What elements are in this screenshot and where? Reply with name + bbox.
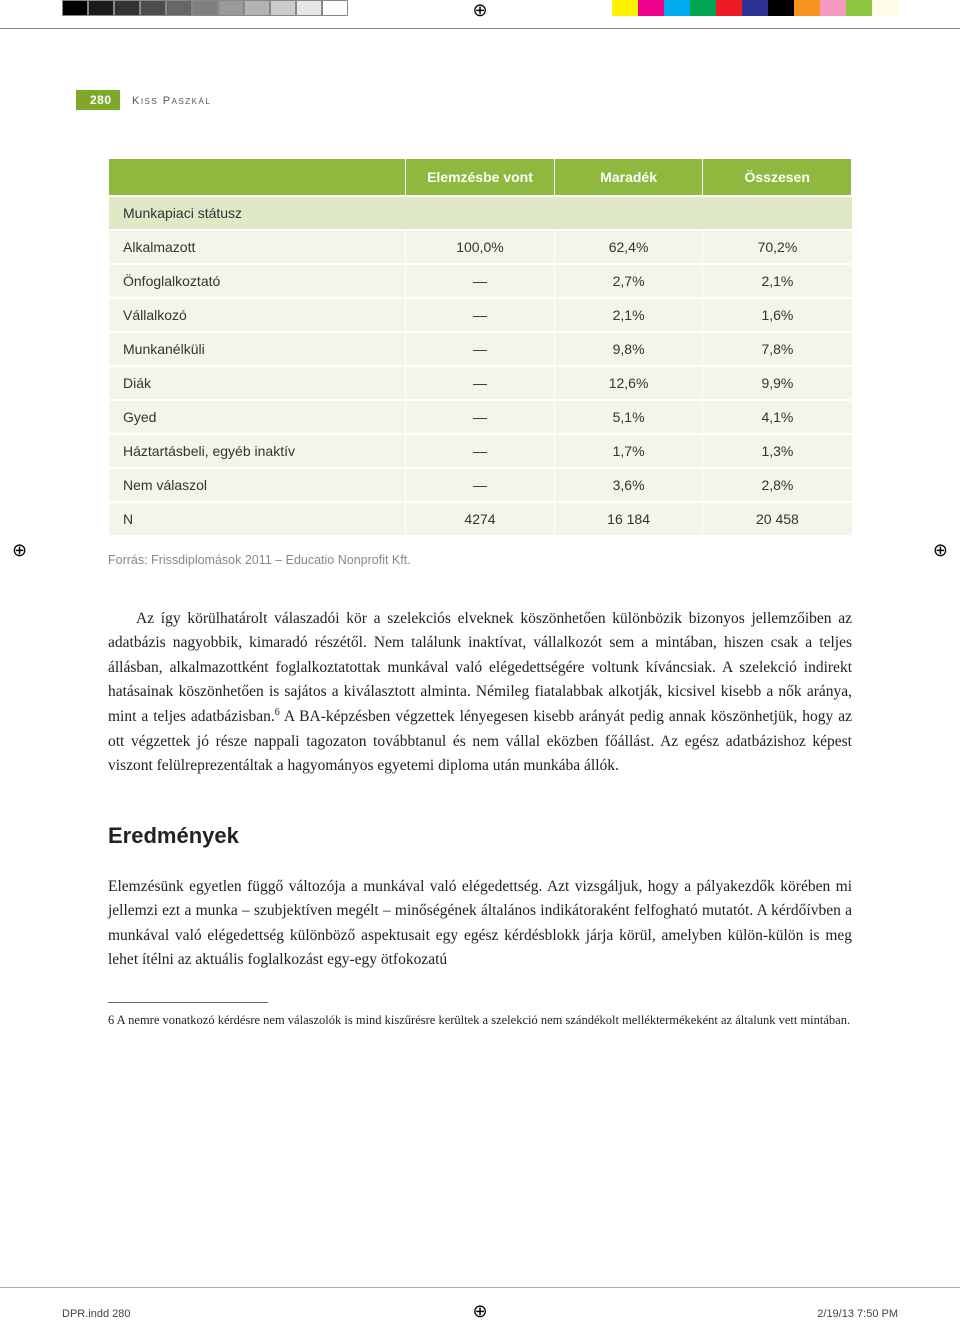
- running-head: 280 Kiss Paszkál: [108, 92, 852, 116]
- calib-square: [612, 0, 638, 16]
- table-cell: 1,6%: [703, 298, 852, 332]
- calib-square: [664, 0, 690, 16]
- body-paragraph-1: Az így körülhatárolt válaszadói kör a sz…: [108, 607, 852, 779]
- table-row: N427416 18420 458: [109, 502, 852, 535]
- table-cell: 2,1%: [554, 298, 703, 332]
- calib-square: [218, 0, 244, 16]
- table-row: Háztartásbeli, egyéb inaktív—1,7%1,3%: [109, 434, 852, 468]
- labor-status-table: Elemzésbe vontMaradékÖsszesen Munkapiaci…: [108, 158, 852, 535]
- table-row: Munkanélküli—9,8%7,8%: [109, 332, 852, 366]
- table-cell: —: [406, 434, 555, 468]
- table-header-cell: Összesen: [703, 159, 852, 197]
- table-cell: 7,8%: [703, 332, 852, 366]
- footnote-6: 6 A nemre vonatkozó kérdésre nem válaszo…: [108, 1011, 852, 1029]
- table-cell: Háztartásbeli, egyéb inaktív: [109, 434, 406, 468]
- table-row: Gyed—5,1%4,1%: [109, 400, 852, 434]
- indesign-slug-left: DPR.indd 280: [62, 1308, 131, 1320]
- table-body: Munkapiaci státuszAlkalmazott100,0%62,4%…: [109, 196, 852, 535]
- calib-square: [768, 0, 794, 16]
- running-head-author: Kiss Paszkál: [132, 95, 211, 107]
- table-cell: 9,8%: [554, 332, 703, 366]
- table-cell: 12,6%: [554, 366, 703, 400]
- calib-square: [166, 0, 192, 16]
- table-section-label: Munkapiaci státusz: [109, 196, 852, 230]
- table-cell: —: [406, 264, 555, 298]
- table-cell: 2,7%: [554, 264, 703, 298]
- table-cell: 1,7%: [554, 434, 703, 468]
- table-cell: N: [109, 502, 406, 535]
- calib-square: [638, 0, 664, 16]
- table-cell: Diák: [109, 366, 406, 400]
- calib-square: [872, 0, 898, 16]
- calib-square: [742, 0, 768, 16]
- calib-square: [690, 0, 716, 16]
- table-cell: Alkalmazott: [109, 230, 406, 264]
- table-row: Önfoglalkoztató—2,7%2,1%: [109, 264, 852, 298]
- calib-square: [114, 0, 140, 16]
- calib-square: [140, 0, 166, 16]
- table-cell: 3,6%: [554, 468, 703, 502]
- table-cell: Nem válaszol: [109, 468, 406, 502]
- table-cell: 100,0%: [406, 230, 555, 264]
- calib-square: [62, 0, 88, 16]
- registration-mark-top-icon: ⊕: [472, 0, 487, 21]
- calib-square: [820, 0, 846, 16]
- table-cell: —: [406, 332, 555, 366]
- table-cell: 62,4%: [554, 230, 703, 264]
- table-header-row: Elemzésbe vontMaradékÖsszesen: [109, 159, 852, 197]
- gray-calibration-squares: [62, 0, 348, 16]
- table-cell: 2,1%: [703, 264, 852, 298]
- table-row: Nem válaszol—3,6%2,8%: [109, 468, 852, 502]
- indesign-slug-right: 2/19/13 7:50 PM: [817, 1308, 898, 1320]
- calib-square: [192, 0, 218, 16]
- page-number-badge: 280: [76, 90, 120, 110]
- table-cell: —: [406, 298, 555, 332]
- calib-square: [322, 0, 348, 16]
- page-footer-print-meta: DPR.indd 280 ⊕ 2/19/13 7:50 PM: [0, 1286, 960, 1334]
- color-calibration-squares: [612, 0, 898, 16]
- table-cell: —: [406, 400, 555, 434]
- table-header-cell: Elemzésbe vont: [406, 159, 555, 197]
- table-cell: 4274: [406, 502, 555, 535]
- table-cell: —: [406, 468, 555, 502]
- registration-mark-bottom-icon: ⊕: [472, 1301, 487, 1322]
- table-row: Alkalmazott100,0%62,4%70,2%: [109, 230, 852, 264]
- table-row: Diák—12,6%9,9%: [109, 366, 852, 400]
- table-header-cell: [109, 159, 406, 197]
- table-section-row: Munkapiaci státusz: [109, 196, 852, 230]
- calib-square: [88, 0, 114, 16]
- table-cell: 9,9%: [703, 366, 852, 400]
- table-cell: Önfoglalkoztató: [109, 264, 406, 298]
- table-source-line: Forrás: Frissdiplomások 2011 – Educatio …: [108, 553, 852, 567]
- calib-square: [296, 0, 322, 16]
- table-cell: —: [406, 366, 555, 400]
- calib-square: [270, 0, 296, 16]
- table-cell: 1,3%: [703, 434, 852, 468]
- table-cell: Munkanélküli: [109, 332, 406, 366]
- calib-square: [846, 0, 872, 16]
- table-cell: Vállalkozó: [109, 298, 406, 332]
- table-row: Vállalkozó—2,1%1,6%: [109, 298, 852, 332]
- body-paragraph-2: Elemzésünk egyetlen függő változója a mu…: [108, 875, 852, 973]
- table-header-cell: Maradék: [554, 159, 703, 197]
- table-cell: Gyed: [109, 400, 406, 434]
- calib-square: [716, 0, 742, 16]
- table-cell: 5,1%: [554, 400, 703, 434]
- trim-line-top: [0, 28, 960, 29]
- table-cell: 4,1%: [703, 400, 852, 434]
- table-cell: 16 184: [554, 502, 703, 535]
- section-heading-eredmenyek: Eredmények: [108, 823, 852, 849]
- footnote-separator: [108, 1002, 268, 1003]
- table-cell: 2,8%: [703, 468, 852, 502]
- trim-line-bottom: [0, 1287, 960, 1288]
- calib-square: [794, 0, 820, 16]
- calib-square: [244, 0, 270, 16]
- table-cell: 20 458: [703, 502, 852, 535]
- table-cell: 70,2%: [703, 230, 852, 264]
- page-content: 280 Kiss Paszkál Elemzésbe vontMaradékÖs…: [0, 92, 960, 1030]
